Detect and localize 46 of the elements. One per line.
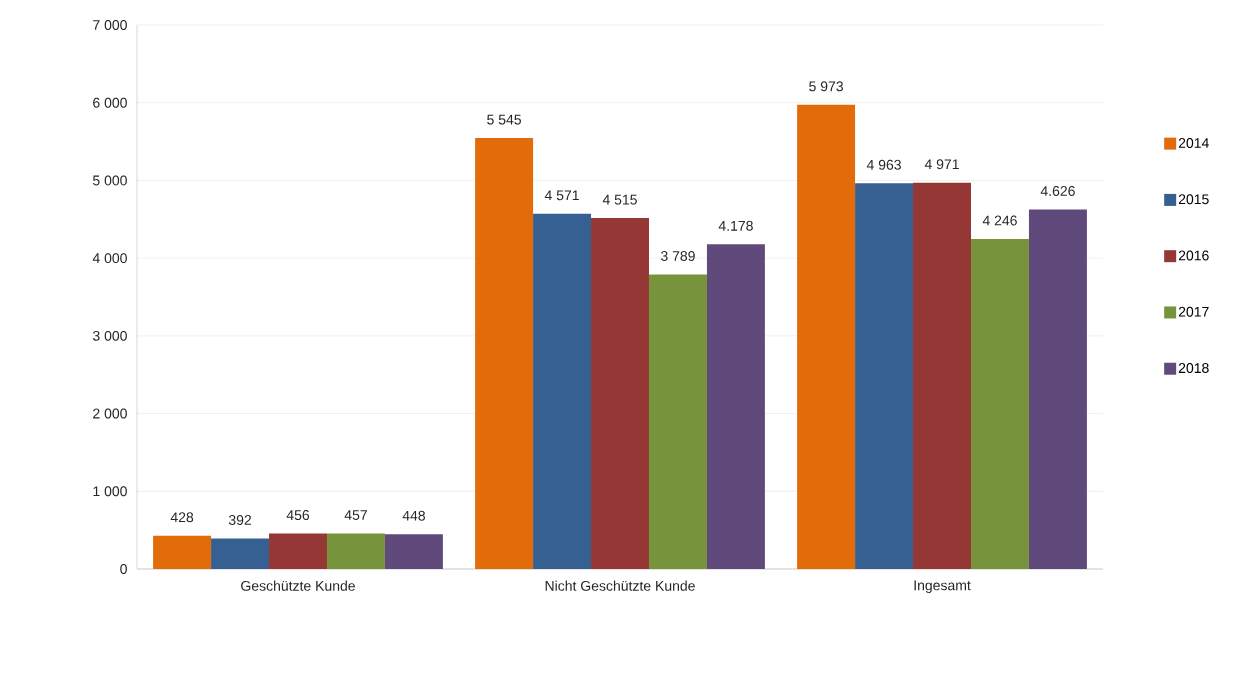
data-label: 4 515	[602, 194, 637, 205]
data-label: 5 973	[809, 81, 843, 92]
data-label: 4 571	[544, 190, 579, 201]
x-tick-label: Nicht Geschützte Kunde	[545, 580, 695, 591]
bar	[153, 535, 212, 569]
legend-label: 2018	[1178, 363, 1209, 374]
data-label: 3 789	[660, 251, 695, 262]
bar	[591, 218, 649, 569]
data-label: 4 971	[924, 159, 959, 170]
bar	[211, 538, 270, 569]
data-label: 448	[402, 510, 425, 521]
x-tick-label: Geschützte Kunde	[241, 580, 355, 591]
bar	[855, 183, 914, 569]
bar	[797, 104, 856, 569]
legend-label: 2016	[1178, 250, 1209, 261]
y-tick-label: 3 000	[92, 330, 127, 341]
bar	[533, 213, 592, 569]
x-tick-label: Ingesamt	[914, 580, 971, 594]
legend-label: 2015	[1178, 194, 1209, 205]
legend-label: 2014	[1178, 137, 1209, 148]
y-tick-label: 7 000	[93, 20, 127, 30]
bar	[475, 138, 534, 569]
bar	[913, 182, 971, 569]
data-label: 4 963	[866, 159, 901, 170]
data-label: 5 545	[487, 114, 521, 125]
y-tick-label: 6 000	[93, 97, 127, 108]
bar	[1028, 209, 1087, 569]
y-tick-label: 4 000	[92, 253, 127, 264]
bar	[970, 239, 1029, 569]
data-label: 392	[228, 515, 252, 526]
y-tick-label: 1 000	[93, 486, 127, 497]
data-label: 428	[170, 512, 194, 523]
bar	[706, 244, 765, 569]
y-tick-label: 0	[120, 564, 127, 574]
bar	[648, 274, 707, 569]
bar	[384, 534, 443, 569]
data-label: 4 246	[982, 215, 1017, 226]
data-label: 456	[286, 510, 310, 521]
y-tick-label: 5 000	[93, 175, 127, 186]
bar	[326, 533, 385, 569]
data-label: 457	[344, 510, 367, 520]
bar	[269, 533, 327, 569]
legend-label: 2017	[1178, 306, 1209, 317]
data-label: 4.178	[718, 220, 753, 231]
y-tick-label: 2 000	[93, 408, 127, 419]
data-label: 4.626	[1040, 186, 1075, 196]
